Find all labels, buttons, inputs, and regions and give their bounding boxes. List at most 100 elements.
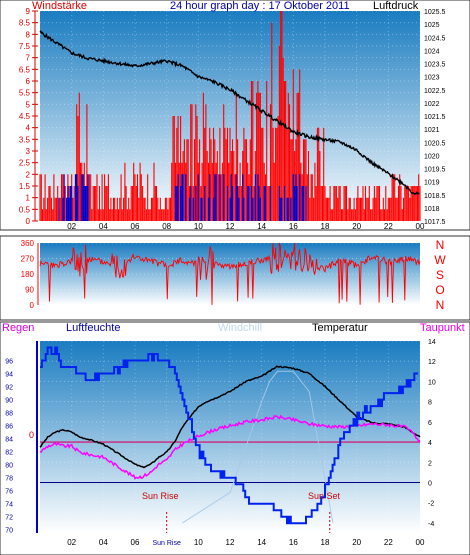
humidity-y-tick: 96 bbox=[5, 359, 13, 366]
wind-y-tick: 4 bbox=[26, 124, 31, 133]
top-x-ticks: 02 04 06 08 10 12 14 16 18 20 22 00 bbox=[67, 222, 425, 231]
bottom-x-tick: Sun Rise bbox=[152, 540, 181, 547]
wind-y-ticks: 0 0.5 1 1.5 2 2.5 3 3.5 4 4.5 5 5.5 6 6.5 7 7.5 8 8.5 9 bbox=[19, 7, 38, 226]
temperature-y-ticks: -4 -2 0 2 4 6 8 10 12 14 bbox=[428, 339, 436, 528]
luftfeuchte-label: Luftfeuchte bbox=[66, 322, 120, 334]
wind-y-tick: 1.5 bbox=[19, 182, 31, 191]
regen-label: Regen bbox=[2, 322, 34, 334]
top-x-tick: 06 bbox=[131, 222, 140, 231]
bottom-x-tick: 22 bbox=[384, 538, 393, 547]
humidity-y-tick: 76 bbox=[5, 489, 13, 496]
wind-y-tick: 0.5 bbox=[19, 205, 31, 214]
pressure-line bbox=[39, 29, 420, 195]
bottom-x-tick: 02 bbox=[67, 538, 76, 547]
humidity-y-tick: 94 bbox=[5, 372, 13, 379]
top-x-tick: 00 bbox=[416, 222, 425, 231]
wind-y-tick: 3.5 bbox=[19, 135, 31, 144]
direction-marks bbox=[39, 242, 421, 305]
bottom-x-tick: 14 bbox=[257, 538, 266, 547]
wind-y-tick: 8.5 bbox=[19, 19, 31, 28]
pressure-y-tick: 1024 bbox=[424, 48, 440, 55]
humidity-y-tick: 90 bbox=[5, 398, 13, 405]
wind-y-tick: 0 bbox=[26, 217, 31, 226]
bottom-x-tick: 20 bbox=[352, 538, 361, 547]
pressure-y-tick: 1022.5 bbox=[424, 88, 446, 95]
humidity-y-tick: 72 bbox=[5, 515, 13, 522]
pressure-y-tick: 1023 bbox=[424, 75, 440, 82]
windchill-line bbox=[182, 370, 334, 524]
direction-y-tick: 180 bbox=[21, 270, 35, 279]
pressure-y-tick: 1021 bbox=[424, 127, 440, 134]
pressure-y-tick: 1018.5 bbox=[424, 193, 446, 200]
bottom-x-tick: 04 bbox=[99, 538, 108, 547]
bottom-x-ticks: 02 04 06 Sun Rise 10 12 14 16 18 20 22 00 bbox=[67, 538, 425, 547]
wind-y-tick: 7 bbox=[26, 54, 31, 63]
sun-set-label: Sun Set bbox=[308, 491, 341, 501]
humidity-y-tick: 84 bbox=[5, 437, 13, 444]
humidity-line bbox=[40, 346, 419, 525]
taupunkt-label: Taupunkt bbox=[420, 322, 465, 334]
temperature-y-tick: 2 bbox=[428, 460, 432, 467]
direction-y-tick: 360 bbox=[21, 239, 35, 248]
wind-y-tick: 2 bbox=[26, 170, 31, 179]
wind-y-tick: 9 bbox=[26, 7, 31, 16]
wind-y-tick: 3 bbox=[26, 147, 31, 156]
wind-y-tick: 6 bbox=[26, 77, 31, 86]
temperature-y-tick: 14 bbox=[428, 339, 436, 346]
top-x-tick: 04 bbox=[99, 222, 108, 231]
pressure-y-tick: 1025.5 bbox=[424, 9, 446, 16]
temperature-y-tick: 12 bbox=[428, 359, 436, 366]
pressure-y-ticks: 1017.5 1018 1018.5 1019 1019.5 1020 1020.5 1021… bbox=[424, 9, 446, 226]
direction-y-tick: 270 bbox=[21, 255, 35, 264]
pressure-y-tick: 1022 bbox=[424, 101, 440, 108]
wind-y-tick: 5.5 bbox=[19, 89, 31, 98]
compass-label: O bbox=[435, 283, 444, 297]
top-x-tick: 16 bbox=[289, 222, 298, 231]
bottom-x-tick: 18 bbox=[321, 538, 330, 547]
wind-average-bars bbox=[58, 174, 307, 221]
direction-plot-area bbox=[40, 243, 420, 305]
bottom-x-tick: 12 bbox=[226, 538, 235, 547]
temperatur-label: Temperatur bbox=[312, 322, 368, 334]
rain-zero-label: 0 bbox=[29, 430, 34, 440]
wind-y-tick: 8 bbox=[26, 30, 31, 39]
humidity-y-tick: 70 bbox=[5, 528, 13, 535]
pressure-y-tick: 1017.5 bbox=[424, 219, 446, 226]
compass-label: N bbox=[436, 298, 445, 312]
bottom-x-tick: 06 bbox=[131, 538, 140, 547]
top-x-tick: 10 bbox=[194, 222, 203, 231]
sun-rise-label: Sun Rise bbox=[142, 491, 179, 501]
direction-y-ticks: 0 90 180 270 360 bbox=[21, 239, 39, 310]
bottom-x-tick: 16 bbox=[289, 538, 298, 547]
pressure-axis-label: Luftdruck bbox=[373, 0, 419, 12]
temperature-y-tick: 4 bbox=[428, 440, 432, 447]
temperature-y-tick: 8 bbox=[428, 400, 432, 407]
top-x-tick: 22 bbox=[384, 222, 393, 231]
direction-grid bbox=[40, 242, 420, 306]
compass-label: S bbox=[436, 268, 444, 282]
humidity-y-tick: 78 bbox=[5, 476, 13, 483]
top-chart-marks bbox=[39, 11, 421, 221]
windchill-label: Windchill bbox=[218, 322, 262, 334]
humidity-y-tick: 88 bbox=[5, 411, 13, 418]
bottom-x-tick: 00 bbox=[416, 538, 425, 547]
compass-label: W bbox=[434, 253, 446, 267]
wind-axis-label: Windstärke bbox=[32, 0, 87, 12]
pressure-y-tick: 1020 bbox=[424, 153, 440, 160]
top-x-tick: 12 bbox=[226, 222, 235, 231]
humidity-y-tick: 92 bbox=[5, 385, 13, 392]
wind-y-tick: 4.5 bbox=[19, 112, 31, 121]
humidity-y-ticks: 70 72 74 76 78 80 82 84 86 88 90 92 94 96 bbox=[5, 341, 38, 535]
pressure-y-tick: 1024.5 bbox=[424, 35, 446, 42]
pressure-y-tick: 1019.5 bbox=[424, 167, 446, 174]
wind-y-tick: 6.5 bbox=[19, 65, 31, 74]
humidity-y-tick: 86 bbox=[5, 424, 13, 431]
temperature-y-tick: -4 bbox=[428, 521, 434, 528]
humidity-y-tick: 80 bbox=[5, 463, 13, 470]
wind-direction-line bbox=[39, 242, 421, 305]
top-x-tick: 08 bbox=[162, 222, 171, 231]
bottom-x-tick: 10 bbox=[194, 538, 203, 547]
